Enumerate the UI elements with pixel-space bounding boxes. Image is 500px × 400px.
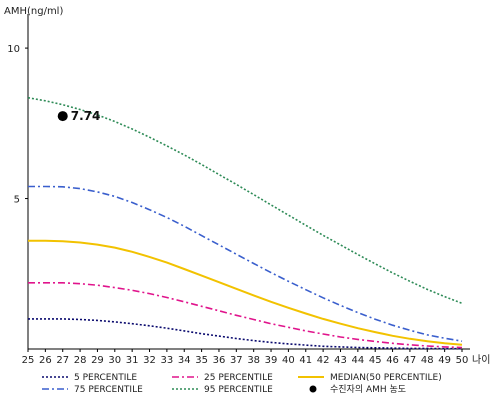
patient-amh-point <box>57 111 68 122</box>
x-tick-label: 47 <box>404 355 417 366</box>
x-tick-label: 26 <box>39 355 52 366</box>
x-tick-label: 45 <box>369 355 382 366</box>
series-line-5-percentile <box>28 318 462 350</box>
x-tick-label: 49 <box>438 355 451 366</box>
x-tick-label: 28 <box>74 355 87 366</box>
x-tick-label: 37 <box>230 355 243 366</box>
series-line-median-50-percentile- <box>28 239 463 346</box>
x-tick-label: 32 <box>143 355 156 366</box>
series-line-25-percentile <box>28 281 463 349</box>
legend-point-marker <box>309 385 317 393</box>
x-axis-label: 나이 <box>472 354 490 366</box>
y-tick-label: 10 <box>7 44 20 55</box>
y-axis-label: AMH(ng/ml) <box>4 6 63 17</box>
x-tick-label: 46 <box>386 355 399 366</box>
x-tick-label: 36 <box>213 355 226 366</box>
x-tick-label: 48 <box>421 355 434 366</box>
x-tick-label: 50 <box>456 355 469 366</box>
series-line-75-percentile <box>28 185 463 342</box>
patient-point-group: 7.74 <box>57 109 101 123</box>
legend-label: 5 PERCENTILE <box>74 373 137 383</box>
legend-label: MEDIAN(50 PERCENTILE) <box>330 373 442 383</box>
x-tick-label: 29 <box>91 355 104 366</box>
x-tick-label: 39 <box>265 355 278 366</box>
series-group <box>27 96 463 350</box>
ticks-group: 5 10 25 26 27 28 29 30 31 32 33 34 35 36 37 38 39 40 41 42 4… <box>7 44 468 366</box>
legend-point-label: 수진자의 AMH 농도 <box>330 384 406 395</box>
legend-label: 25 PERCENTILE <box>204 373 273 383</box>
x-tick-label: 31 <box>126 355 139 366</box>
x-tick-label: 35 <box>195 355 208 366</box>
x-tick-label: 44 <box>351 355 364 366</box>
legend-label: 95 PERCENTILE <box>204 385 273 395</box>
x-tick-label: 41 <box>299 355 312 366</box>
x-tick-label: 33 <box>161 355 174 366</box>
x-tick-label: 42 <box>317 355 330 366</box>
patient-amh-value-label: 7.74 <box>71 109 101 123</box>
x-tick-label: 38 <box>247 355 260 366</box>
x-tick-label: 34 <box>178 355 191 366</box>
series-line-95-percentile <box>27 96 463 305</box>
x-tick-label: 43 <box>334 355 347 366</box>
y-tick-label: 5 <box>14 195 20 206</box>
x-tick-label: 25 <box>22 355 35 366</box>
legend-label: 75 PERCENTILE <box>74 385 143 395</box>
x-tick-label: 27 <box>56 355 69 366</box>
x-tick-label: 40 <box>282 355 295 366</box>
x-tick-label: 30 <box>108 355 121 366</box>
legend: 5 PERCENTILE 25 PERCENTILE MEDIAN(50 PERCE… <box>42 373 442 395</box>
